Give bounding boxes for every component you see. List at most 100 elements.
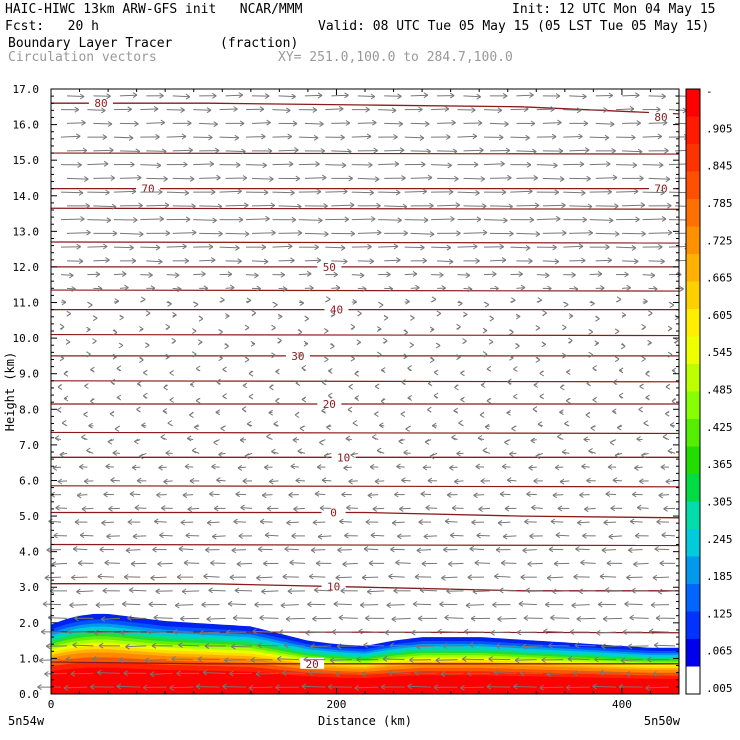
vector-arrowhead: [217, 203, 223, 210]
vector-arrowhead: [291, 93, 296, 100]
vector-arrowhead: [354, 395, 360, 402]
circulation-vector: [251, 260, 269, 263]
vector-arrowhead: [125, 547, 131, 554]
vector-arrowhead: [661, 93, 666, 100]
vector-arrowhead: [90, 683, 95, 690]
colorbar-label: .365: [706, 458, 733, 471]
circulation-vector: [251, 122, 271, 124]
vector-arrowhead: [291, 532, 296, 539]
circulation-vector: [66, 122, 86, 124]
vector-arrowhead: [573, 286, 579, 293]
circulation-vector: [488, 658, 511, 661]
vector-arrowhead: [241, 148, 246, 155]
vector-arrowhead: [509, 354, 514, 361]
circulation-vector: [172, 232, 197, 234]
vector-arrowhead: [369, 258, 375, 265]
vector-arrowhead: [327, 684, 333, 690]
circulation-vector: [337, 549, 352, 551]
vector-arrowhead: [297, 352, 303, 358]
circulation-vector: [280, 604, 299, 606]
circulation-vector: [526, 493, 537, 496]
colorbar-swatch: [686, 501, 700, 530]
circulation-vector: [465, 604, 485, 606]
vector-arrowhead: [655, 615, 661, 622]
circulation-vector: [626, 576, 643, 579]
vector-arrowhead: [103, 160, 109, 167]
contour-label-bg: [136, 182, 161, 194]
vector-arrowhead: [664, 147, 669, 154]
circulation-vector: [362, 576, 379, 579]
vector-arrowhead: [348, 175, 353, 182]
circulation-vector: [627, 645, 649, 647]
vector-arrowhead: [184, 257, 190, 264]
vector-arrowhead: [382, 655, 388, 662]
vector-arrowhead: [422, 257, 427, 264]
vector-arrowhead: [624, 600, 629, 607]
vector-arrowhead: [620, 343, 626, 350]
vector-arrowhead: [344, 92, 349, 99]
circulation-vector: [474, 562, 491, 564]
circulation-vector: [93, 631, 114, 634]
vector-arrowhead: [255, 671, 261, 678]
circulation-vector: [118, 659, 141, 661]
vector-arrowhead: [388, 573, 393, 580]
circulation-vector: [616, 246, 636, 249]
vector-arrowhead: [582, 216, 587, 223]
circulation-vector: [547, 576, 564, 579]
vector-arrowhead: [77, 560, 83, 567]
circulation-vector: [431, 108, 449, 111]
vector-arrowhead: [273, 420, 278, 427]
vector-arrowhead: [130, 560, 136, 567]
circulation-vector: [233, 521, 247, 523]
circulation-vector: [140, 164, 161, 166]
circulation-vector: [150, 672, 173, 675]
circulation-vector: [153, 617, 173, 619]
vector-arrowhead: [518, 271, 523, 278]
vector-arrowhead: [486, 397, 492, 404]
vector-arrowhead: [237, 464, 243, 471]
vector-arrowhead: [294, 412, 300, 418]
contour-label-bg: [317, 397, 342, 409]
vector-arrowhead: [590, 425, 596, 432]
circulation-vector: [622, 260, 639, 262]
vector-arrowhead: [603, 519, 608, 526]
vector-arrowhead: [486, 365, 492, 372]
vector-arrowhead: [481, 203, 487, 210]
vector-arrowhead: [296, 203, 302, 210]
circulation-vector: [476, 534, 491, 537]
vector-arrowhead: [519, 670, 525, 677]
vector-arrowhead: [301, 364, 307, 371]
vector-arrowhead: [431, 296, 437, 303]
contour-label: 70: [654, 183, 667, 196]
vector-arrowhead: [118, 342, 124, 349]
circulation-vector: [228, 603, 247, 606]
vector-arrowhead: [393, 587, 398, 594]
vector-arrowhead: [379, 422, 384, 429]
vector-arrowhead: [350, 355, 356, 362]
circulation-vector: [648, 122, 668, 124]
vector-arrowhead: [201, 271, 206, 277]
vector-arrowhead: [541, 341, 547, 348]
vector-arrowhead: [154, 518, 159, 525]
vector-arrowhead: [78, 258, 84, 265]
contour-line: [50, 661, 679, 665]
vector-arrowhead: [414, 573, 420, 580]
vector-arrowhead: [659, 560, 665, 567]
circulation-vector: [301, 685, 326, 688]
circulation-vector: [499, 589, 517, 592]
vector-arrowhead: [577, 519, 582, 526]
vector-arrowhead: [37, 684, 42, 691]
circulation-vector: [166, 191, 189, 194]
vector-arrowhead: [608, 533, 614, 540]
vector-arrowhead: [220, 296, 225, 303]
vector-arrowhead: [629, 614, 634, 621]
circulation-vector: [463, 232, 488, 234]
vector-arrowhead: [210, 257, 216, 264]
circulation-vector: [595, 122, 615, 125]
y-tick-label: 6.0: [19, 474, 39, 487]
vector-arrowhead: [533, 478, 538, 484]
vector-arrowhead: [667, 202, 672, 209]
circulation-vector: [199, 631, 220, 634]
vector-arrowhead: [548, 546, 554, 553]
vector-arrowhead: [177, 286, 182, 293]
